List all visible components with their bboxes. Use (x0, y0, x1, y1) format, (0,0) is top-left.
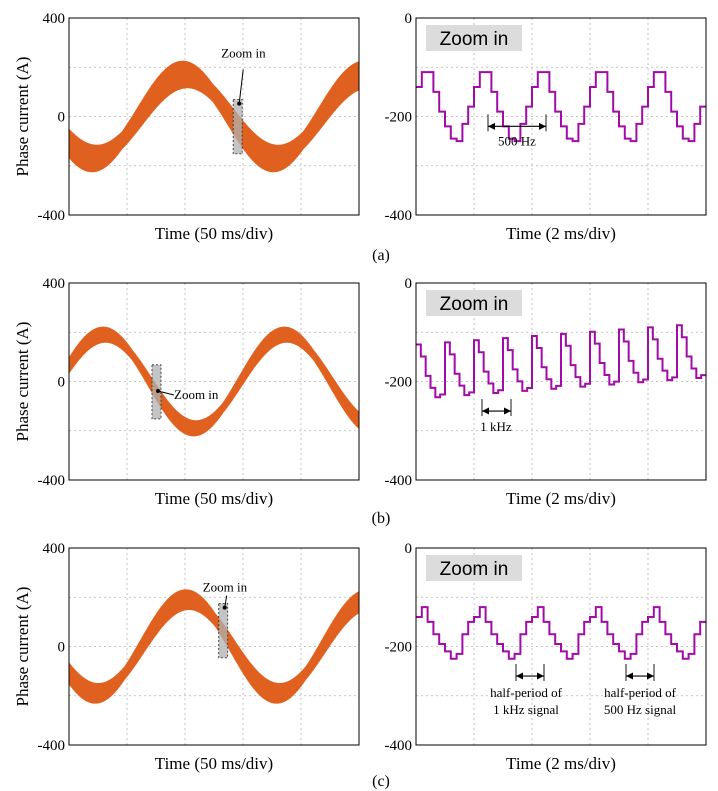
zoom-in-badge-bg (426, 290, 522, 316)
y-tick-label: 0 (58, 110, 66, 126)
figure-row: Zoom in 400 0 -400 Phase current (A) Time (50… (13, 11, 707, 264)
y-tick-label: 400 (43, 541, 66, 557)
y-tick-label: -400 (385, 208, 413, 224)
callout-line (238, 69, 244, 104)
zoom-in-badge-label: Zoom in (440, 29, 509, 50)
zoom-in-callout: Zoom in (203, 580, 248, 595)
subfigure-caption: (b) (372, 510, 391, 527)
y-axis-label: Phase current (A) (13, 57, 32, 177)
half-period-1khz-annotation-line: half-period of (490, 685, 563, 700)
figure-row: Zoom in 400 0 -400 Phase current (A) Time (50… (13, 276, 707, 527)
half-period-500hz-marker-head-left (626, 672, 633, 680)
period-annotation: 500 Hz (498, 133, 536, 148)
x-axis-label: Time (50 ms/div) (155, 224, 273, 243)
x-axis-label: Time (50 ms/div) (155, 489, 273, 508)
zoomed-current-trace (416, 71, 706, 143)
phase-current-waveform (68, 326, 360, 437)
zoom-in-badge: Zoom in (426, 555, 522, 581)
y-tick-label: 400 (43, 11, 66, 27)
half-period-1khz-marker-head-right (537, 672, 544, 680)
zoom-in-badge: Zoom in (426, 290, 522, 316)
plot-frame (68, 282, 360, 481)
y-tick-label: -200 (385, 110, 413, 126)
y-tick-label: 0 (405, 541, 413, 557)
half-period-1khz-annotation-line: 1 kHz signal (493, 702, 559, 717)
phase-current-plot: Zoom in 400 0 -400 Phase current (A) Time (50… (13, 541, 360, 773)
y-axis-label: Phase current (A) (13, 587, 32, 707)
zoom-in-badge: Zoom in (426, 25, 522, 51)
plot-frame (415, 17, 707, 216)
x-axis-label: Time (2 ms/div) (506, 489, 616, 508)
plot-frame (415, 282, 707, 481)
zoomed-current-trace (416, 324, 706, 399)
zoom-in-badge-label: Zoom in (440, 559, 509, 580)
y-tick-label: 0 (405, 11, 413, 27)
y-tick-label: -400 (385, 738, 413, 754)
zoomed-plot: Zoom in 1 kHz 0 -200 -400 Time (2 ms/div) (385, 276, 707, 508)
zoomed-plot: Zoom in 500 Hz 0 -200 -400 Time (2 ms/div) (385, 11, 707, 243)
y-tick-label: -400 (38, 473, 66, 489)
y-tick-label: 0 (58, 640, 66, 656)
half-period-500hz-annotation-line: 500 Hz signal (604, 702, 677, 717)
callout-line (224, 595, 228, 608)
half-period-1khz-annotation: half-period of 1 kHz signal (490, 685, 563, 717)
y-tick-label: 400 (43, 276, 66, 292)
x-axis-label: Time (2 ms/div) (506, 224, 616, 243)
half-period-500hz-annotation-line: half-period of (604, 685, 677, 700)
callout-line (157, 390, 175, 396)
half-period-1khz-marker-head-left (516, 672, 523, 680)
phase-current-plot: Zoom in 400 0 -400 Phase current (A) Time (50… (13, 11, 360, 243)
plot-frame (68, 17, 360, 216)
half-period-500hz-annotation: half-period of 500 Hz signal (604, 685, 677, 717)
y-tick-label: -400 (385, 473, 413, 489)
zoom-in-badge-bg (426, 555, 522, 581)
figure-row: Zoom in 400 0 -400 Phase current (A) Time (50… (13, 541, 707, 790)
y-tick-label: -400 (38, 738, 66, 754)
period-marker-head-right (504, 407, 511, 415)
callout-dot (222, 605, 227, 610)
subfigure-caption: (c) (372, 773, 390, 790)
period-annotation: 1 kHz (480, 419, 512, 434)
phase-current-plot: Zoom in 400 0 -400 Phase current (A) Time (50… (13, 276, 360, 508)
subfigure-caption: (a) (372, 247, 390, 264)
zoom-in-badge-label: Zoom in (440, 294, 509, 315)
period-marker-head-left (488, 122, 495, 130)
y-tick-label: -400 (38, 208, 66, 224)
period-marker-head-left (482, 407, 489, 415)
y-tick-label: 0 (58, 375, 66, 391)
plot-frame (415, 547, 707, 746)
zoomed-current-trace (416, 606, 706, 660)
y-tick-label: -200 (385, 375, 413, 391)
phase-current-waveform (68, 589, 360, 704)
phase-current-waveform (68, 60, 360, 173)
y-axis-label: Phase current (A) (13, 322, 32, 442)
zoom-region-marker (232, 99, 243, 155)
y-tick-label: -200 (385, 640, 413, 656)
zoom-in-callout: Zoom in (221, 46, 266, 61)
y-tick-label: 0 (405, 276, 413, 292)
period-marker-head-right (539, 122, 546, 130)
zoom-in-badge-bg (426, 25, 522, 51)
zoom-in-callout: Zoom in (174, 387, 219, 402)
callout-dot (156, 388, 160, 393)
zoom-region-marker (218, 603, 229, 659)
half-period-500hz-marker-head-right (647, 672, 654, 680)
callout-dot (237, 101, 242, 106)
x-axis-label: Time (50 ms/div) (155, 754, 273, 773)
x-axis-label: Time (2 ms/div) (506, 754, 616, 773)
plot-frame (68, 547, 360, 746)
